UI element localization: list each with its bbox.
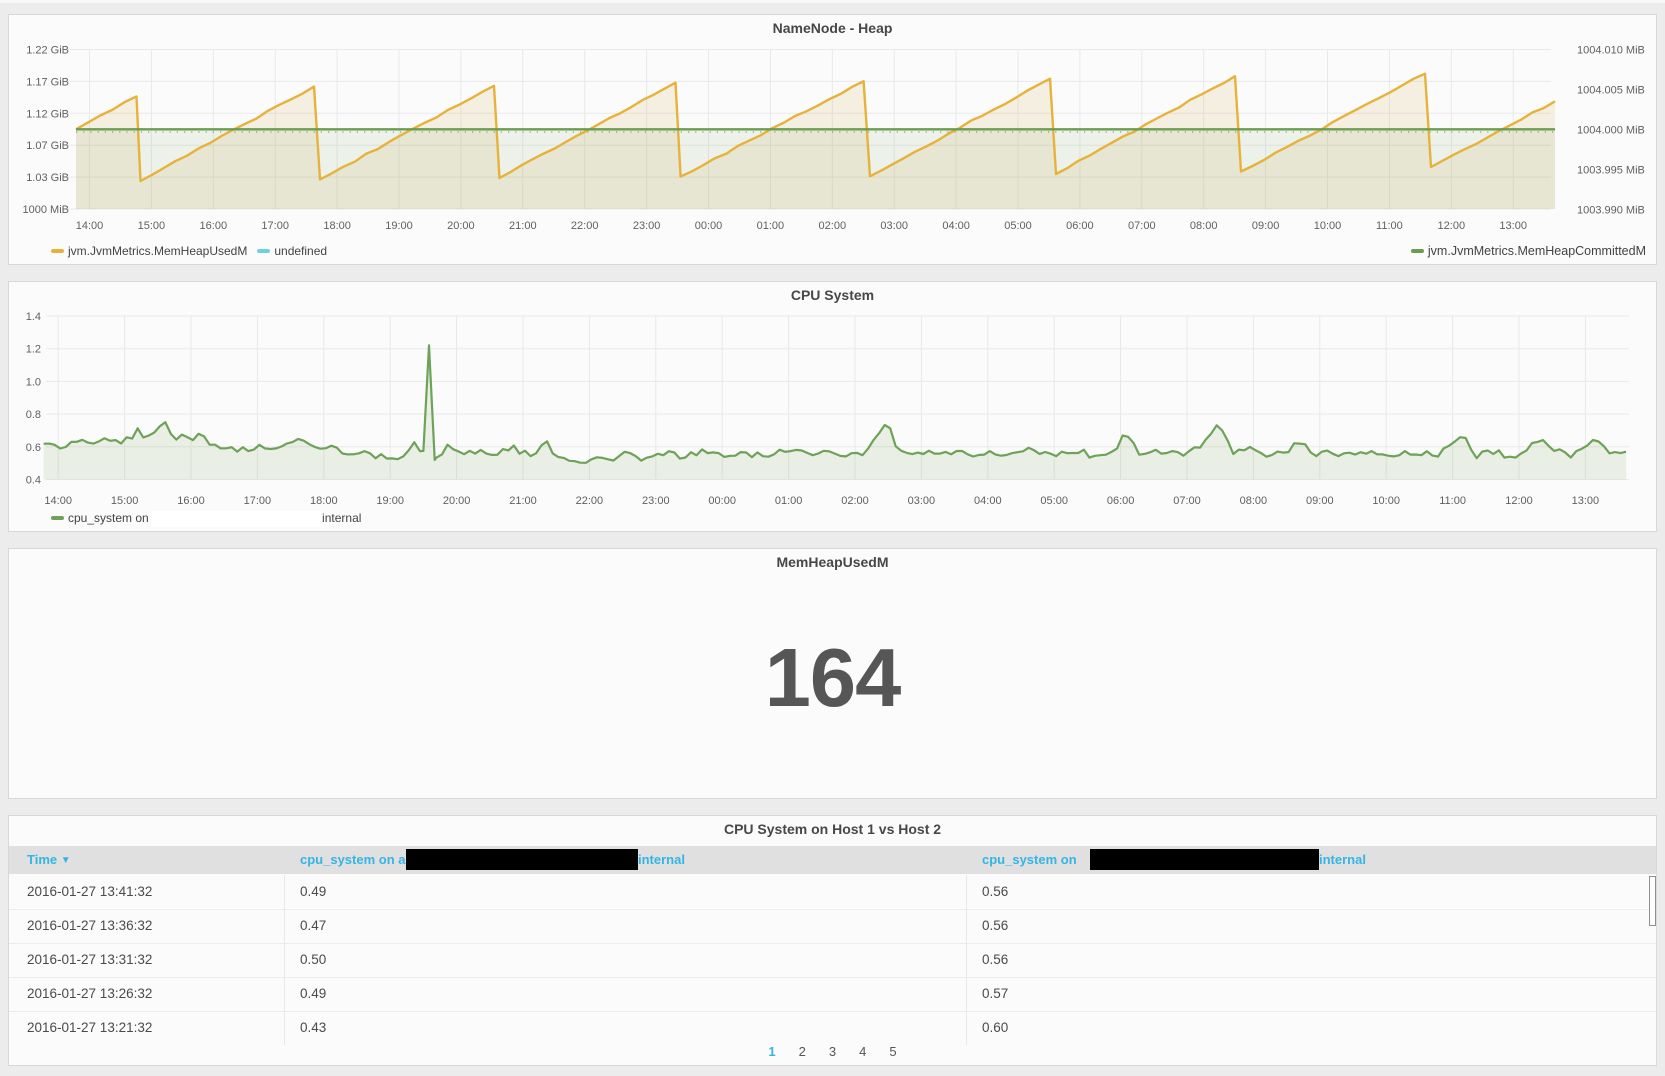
svg-text:01:00: 01:00 [775,495,803,507]
svg-text:15:00: 15:00 [138,220,166,232]
svg-text:1.12 GiB: 1.12 GiB [26,108,69,120]
svg-text:1004.000 MiB: 1004.000 MiB [1577,125,1645,137]
svg-text:1003.990 MiB: 1003.990 MiB [1577,205,1645,217]
svg-text:10:00: 10:00 [1314,220,1342,232]
svg-text:1.0: 1.0 [26,376,41,388]
svg-text:02:00: 02:00 [841,495,869,507]
svg-text:05:00: 05:00 [1004,220,1032,232]
svg-text:19:00: 19:00 [385,220,413,232]
svg-text:21:00: 21:00 [509,220,537,232]
svg-text:20:00: 20:00 [447,220,475,232]
svg-text:1004.010 MiB: 1004.010 MiB [1577,45,1645,57]
svg-text:1004.005 MiB: 1004.005 MiB [1577,85,1645,97]
svg-text:22:00: 22:00 [571,220,599,232]
svg-text:1.22 GiB: 1.22 GiB [26,45,69,57]
svg-text:0.6: 0.6 [26,442,41,454]
svg-text:1.07 GiB: 1.07 GiB [26,140,69,152]
svg-text:06:00: 06:00 [1107,495,1135,507]
svg-text:08:00: 08:00 [1240,495,1268,507]
svg-text:18:00: 18:00 [323,220,351,232]
svg-text:10:00: 10:00 [1372,495,1400,507]
svg-text:03:00: 03:00 [908,495,936,507]
svg-text:12:00: 12:00 [1438,220,1466,232]
svg-text:23:00: 23:00 [633,220,661,232]
svg-text:06:00: 06:00 [1066,220,1094,232]
svg-text:1003.995 MiB: 1003.995 MiB [1577,165,1645,177]
svg-text:09:00: 09:00 [1252,220,1280,232]
svg-text:03:00: 03:00 [880,220,908,232]
svg-text:17:00: 17:00 [244,495,272,507]
svg-text:22:00: 22:00 [576,495,604,507]
svg-text:18:00: 18:00 [310,495,338,507]
svg-text:11:00: 11:00 [1439,495,1466,507]
svg-text:19:00: 19:00 [376,495,404,507]
svg-text:17:00: 17:00 [261,220,289,232]
svg-text:07:00: 07:00 [1128,220,1156,232]
svg-text:1.03 GiB: 1.03 GiB [26,172,69,184]
svg-text:12:00: 12:00 [1505,495,1533,507]
svg-text:11:00: 11:00 [1376,220,1403,232]
svg-text:13:00: 13:00 [1499,220,1527,232]
svg-text:20:00: 20:00 [443,495,471,507]
svg-text:15:00: 15:00 [111,495,139,507]
svg-text:14:00: 14:00 [76,220,104,232]
svg-text:00:00: 00:00 [708,495,736,507]
svg-text:04:00: 04:00 [974,495,1002,507]
svg-text:08:00: 08:00 [1190,220,1218,232]
svg-text:1000 MiB: 1000 MiB [23,204,69,216]
svg-text:05:00: 05:00 [1040,495,1068,507]
svg-text:04:00: 04:00 [942,220,970,232]
svg-text:02:00: 02:00 [819,220,847,232]
svg-text:16:00: 16:00 [177,495,205,507]
svg-text:07:00: 07:00 [1173,495,1201,507]
svg-text:0.4: 0.4 [26,475,41,487]
svg-text:01:00: 01:00 [757,220,785,232]
svg-text:23:00: 23:00 [642,495,670,507]
svg-text:16:00: 16:00 [200,220,228,232]
svg-text:21:00: 21:00 [509,495,537,507]
svg-text:0.8: 0.8 [26,409,41,421]
svg-text:1.4: 1.4 [26,311,41,323]
svg-text:13:00: 13:00 [1572,495,1600,507]
svg-text:14:00: 14:00 [44,495,72,507]
svg-text:09:00: 09:00 [1306,495,1334,507]
svg-text:00:00: 00:00 [695,220,723,232]
svg-text:1.2: 1.2 [26,344,41,356]
svg-text:1.17 GiB: 1.17 GiB [26,76,69,88]
